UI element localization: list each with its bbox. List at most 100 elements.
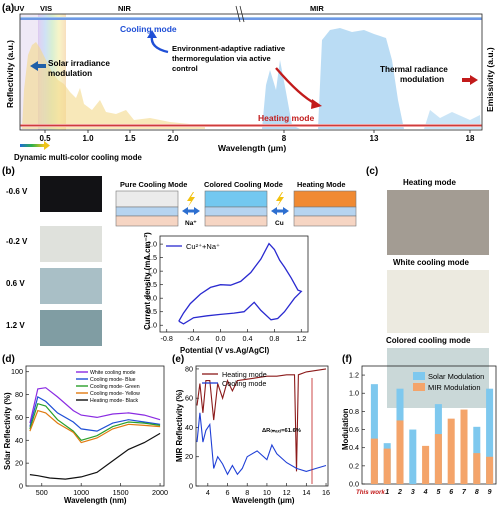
mode-colored: Colored Cooling Mode (204, 180, 283, 189)
f-bar-mir (447, 418, 455, 484)
caption-colored: Colored cooling mode (386, 336, 471, 345)
f-category-label: 8 (475, 489, 479, 496)
d-ytick-label: 40 (15, 436, 23, 445)
ion-na: Na⁺ (185, 220, 197, 227)
f-bar-solar (409, 429, 417, 484)
thermal-mod-line1: Thermal radiance (380, 65, 448, 74)
dynamic-text: Dynamic multi-color cooling mode (14, 153, 142, 162)
panel-e-xlabel: Wavelength (μm) (232, 496, 295, 505)
panel-d-label: (d) (2, 354, 15, 365)
e-xtick-label: 16 (322, 488, 330, 497)
nir-label: NIR (118, 4, 132, 13)
a-xtick-label: 2.0 (167, 134, 179, 143)
f-bar-mir (396, 420, 404, 484)
panel-e: (e) 4 6 8 10 12 14 16 80 60 40 20 0 Heating mode Co… (172, 354, 330, 505)
cv-ytick-label: 1.5 (147, 253, 157, 262)
env-line3: control (172, 64, 198, 73)
cooling-mode-text: Cooling mode (120, 24, 177, 34)
d-legend-item: White cooling mode (90, 370, 136, 376)
f-category-label: 1 (385, 489, 389, 496)
panel-d-ylabel: Solar Reflectivity (%) (3, 392, 12, 470)
panel-d-curves (29, 387, 161, 480)
emissivity-ylabel: Emissivity (a.u.) (485, 47, 495, 112)
cv-frame (159, 235, 309, 333)
d-ytick-label: 60 (15, 413, 23, 422)
voltage-swatch (40, 268, 102, 304)
cv-ytick-label: -1.0 (145, 321, 157, 330)
f-ytick-label: 1.2 (349, 371, 359, 380)
f-category-label: 5 (436, 489, 440, 496)
d-curve (29, 409, 161, 444)
e-legend-heating: Heating mode (222, 370, 267, 379)
f-bar-mir (486, 456, 494, 484)
mir-spectrum-1 (262, 60, 300, 129)
f-bar-mir (422, 445, 430, 484)
d-xtick-label: 1000 (73, 488, 89, 497)
panel-e-ylabel: MIR Reflectivity (%) (175, 389, 184, 462)
panel-c-label: (c) (366, 166, 378, 177)
cv-ytick-label: 0.0 (147, 294, 157, 303)
mode-pure: Pure Cooling Mode (120, 180, 187, 189)
voltage-label: -0.2 V (6, 237, 28, 246)
e-ytick-label: 0 (189, 482, 193, 491)
cv-legend: Cu²⁺+Na⁺ (186, 242, 220, 251)
uv-label: UV (14, 4, 24, 13)
caption-white: White cooling mode (393, 258, 470, 267)
panel-e-axes: 4 6 8 10 12 14 16 80 60 40 20 0 (185, 364, 330, 497)
axis-break-1 (235, 5, 241, 23)
panel-a-xticks: 0.5 1.0 1.5 2.0 8 13 18 (39, 130, 475, 143)
lightning-icon-1 (187, 192, 195, 207)
cv-xtick-label: 1.2 (296, 334, 306, 343)
solar-mod-line2: modulation (48, 69, 92, 78)
mode-heating: Heating Mode (297, 180, 345, 189)
e-ytick-label: 80 (185, 364, 193, 373)
gradient-arrowhead-icon (44, 141, 50, 150)
panel-d-frame (25, 365, 165, 487)
panel-b-label: (b) (2, 166, 15, 177)
axis-break-2 (239, 5, 245, 23)
cv-xtick-label: -0.8 (161, 334, 173, 343)
panel-e-label: (e) (172, 354, 184, 365)
solar-mod-line1: Solar irradiance (48, 59, 110, 68)
a-xtick-label: 13 (370, 134, 379, 143)
f-category-label: 9 (488, 489, 492, 496)
panel-a-xlabel: Wavelength (μm) (218, 143, 286, 153)
d-ytick-label: 80 (15, 390, 23, 399)
d-legend-item: Cooling mode- Green (90, 384, 140, 390)
d-curve (29, 402, 161, 441)
d-xtick-label: 1500 (113, 488, 129, 497)
cv-ytick-label: 2.0 (147, 240, 157, 249)
a-xtick-label: 8 (282, 134, 287, 143)
e-xtick-label: 12 (283, 488, 291, 497)
panel-c: (c) Heating mode White cooling mode Colo… (366, 166, 489, 408)
e-xtick-label: 8 (245, 488, 249, 497)
f-legend-swatch (413, 372, 425, 380)
d-curve (29, 395, 161, 432)
cv-ytick-label: 1.0 (147, 267, 157, 276)
voltage-label: 0.6 V (6, 279, 25, 288)
right-arrow-icon (462, 75, 478, 85)
lightning-icon-2 (276, 192, 284, 207)
double-arrow-icon-2 (271, 207, 289, 215)
panel-f-legend: Solar Modulation MIR Modulation (413, 372, 484, 392)
solar-spectrum (22, 42, 205, 129)
e-ytick-label: 40 (185, 423, 193, 432)
thermal-mod-line2: modulation (400, 75, 444, 84)
voltage-label: 1.2 V (6, 321, 25, 330)
f-ytick-label: 0.6 (349, 425, 359, 434)
reflectivity-ylabel: Reflectivity (a.u.) (5, 40, 15, 108)
panel-f-label: (f) (342, 354, 352, 365)
a-xtick-label: 0.5 (39, 134, 51, 143)
f-legend-item: MIR Modulation (428, 383, 481, 392)
f-category-label: 6 (449, 489, 453, 496)
panel-d-xlabel: Wavelength (nm) (64, 496, 127, 505)
e-xtick-label: 4 (206, 488, 210, 497)
a-xtick-label: 1.0 (82, 134, 94, 143)
f-ytick-label: 0.4 (349, 443, 359, 452)
panel-d: (d) 500 1000 1500 2000 100 80 60 40 20 0 White co… (2, 354, 168, 505)
photo-white (387, 270, 489, 333)
cv-xtick-label: 0.4 (242, 334, 252, 343)
f-ytick-label: 0.2 (349, 461, 359, 470)
double-arrow-icon-1 (182, 207, 200, 215)
